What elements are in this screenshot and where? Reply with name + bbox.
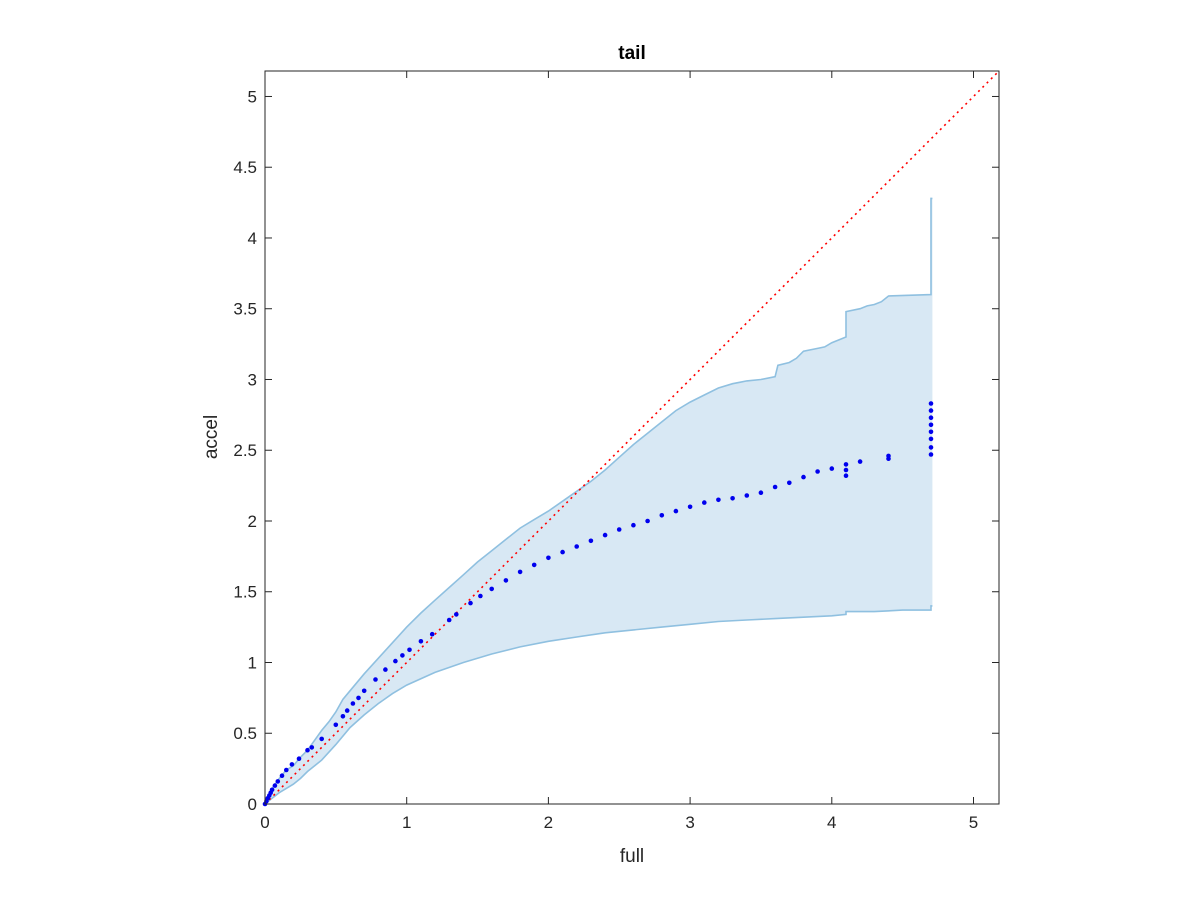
data-point <box>429 631 435 637</box>
data-point <box>602 532 608 538</box>
data-point <box>407 647 412 653</box>
data-point <box>383 667 388 672</box>
y-tick-label: 0.5 <box>233 724 257 743</box>
data-point <box>400 653 405 658</box>
data-point <box>454 612 459 617</box>
data-point <box>659 513 665 518</box>
y-tick-label: 3 <box>248 370 257 389</box>
data-point <box>309 745 315 750</box>
data-point <box>928 452 934 457</box>
data-point <box>843 473 849 479</box>
data-point <box>418 639 424 644</box>
data-point <box>631 522 636 528</box>
data-point <box>787 480 792 486</box>
x-tick-label: 2 <box>544 813 553 832</box>
data-point <box>333 722 339 728</box>
data-point <box>489 586 495 592</box>
data-point <box>730 496 735 501</box>
data-point <box>928 429 934 435</box>
data-point <box>269 787 275 793</box>
y-tick-label: 1.5 <box>233 583 257 602</box>
data-point <box>588 538 594 544</box>
data-point <box>928 445 934 450</box>
data-point <box>928 401 934 406</box>
data-point <box>275 779 281 784</box>
data-point <box>758 490 764 496</box>
data-point <box>928 415 934 421</box>
data-point <box>478 593 483 599</box>
upper-bound-line <box>264 197 933 805</box>
data-point <box>319 736 325 742</box>
data-point <box>645 518 650 524</box>
x-axis-title: full <box>620 846 644 867</box>
data-point <box>928 408 934 413</box>
data-point <box>503 578 509 583</box>
x-tick-label: 5 <box>969 813 978 832</box>
x-tick-label: 3 <box>685 813 694 832</box>
data-point <box>716 497 721 503</box>
data-point <box>350 701 356 706</box>
y-tick-label: 5 <box>248 87 257 106</box>
data-point <box>857 459 863 464</box>
data-point <box>361 688 367 694</box>
lower-bound-line <box>264 605 933 805</box>
data-point <box>928 436 934 442</box>
data-point <box>468 600 473 606</box>
data-point <box>517 569 523 575</box>
data-point <box>272 783 278 788</box>
data-point <box>373 677 378 682</box>
y-tick-label: 1 <box>248 653 257 672</box>
chart-title: tail <box>618 43 645 64</box>
data-point <box>344 708 350 713</box>
data-point <box>340 714 346 719</box>
data-point <box>673 508 679 514</box>
data-point <box>772 484 778 490</box>
x-tick-label: 1 <box>402 813 411 832</box>
x-tick-label: 4 <box>827 813 836 832</box>
data-point <box>289 762 295 767</box>
y-tick-label: 2.5 <box>233 441 257 460</box>
data-point <box>560 549 565 555</box>
data-point <box>574 544 579 549</box>
data-point <box>801 474 806 480</box>
data-point <box>546 555 551 561</box>
data-point <box>829 466 835 471</box>
data-point <box>531 562 537 568</box>
data-point <box>446 617 452 623</box>
plot-frame <box>264 70 1000 805</box>
y-tick-label: 2 <box>248 512 257 531</box>
data-point <box>843 462 849 467</box>
y-tick-label: 0 <box>248 795 257 814</box>
data-point <box>928 422 934 428</box>
confidence-band <box>264 197 933 805</box>
data-point <box>702 500 707 505</box>
data-point <box>815 469 820 474</box>
reference-line <box>264 70 1000 805</box>
y-tick-label: 3.5 <box>233 300 257 319</box>
data-point <box>356 695 361 701</box>
band-fill <box>265 198 933 804</box>
data-point <box>284 767 289 773</box>
data-point <box>886 453 891 459</box>
data-point <box>305 747 310 753</box>
y-tick-label: 4 <box>248 229 257 248</box>
data-point <box>279 773 285 778</box>
y-axis-title: accel <box>201 415 222 459</box>
reference-line-layer <box>264 70 1000 805</box>
axis-ticks: 0 1 2 3 4 5 0 0.5 1 1.5 2 2.5 3 3.5 4 4.5 5 <box>233 71 999 832</box>
data-points <box>262 401 934 807</box>
data-point <box>616 527 622 532</box>
data-point <box>744 493 750 498</box>
data-point <box>843 467 849 473</box>
data-point <box>687 504 693 510</box>
y-tick-label: 4.5 <box>233 158 257 177</box>
data-point <box>296 756 302 761</box>
x-tick-label: 0 <box>260 813 269 832</box>
data-point <box>393 658 398 664</box>
